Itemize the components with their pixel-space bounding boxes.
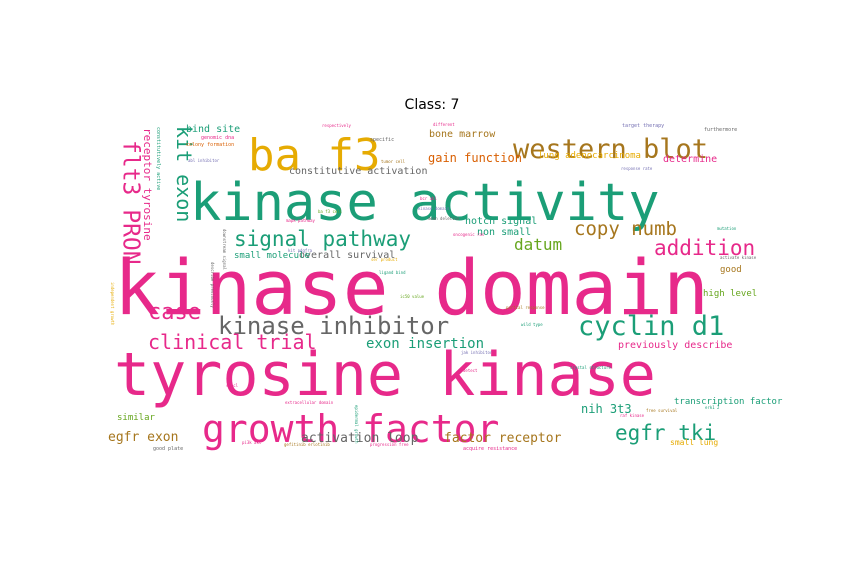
word-cloud: kinase domain tyrosine kinase kinase activ…: [108, 122, 783, 460]
word-factor-receptor: factor receptor: [444, 431, 562, 446]
word-crystal-structure: crystal structure: [570, 365, 612, 370]
word-copy-numb: copy numb: [574, 218, 677, 240]
word-detect: detect: [463, 368, 478, 373]
word-kinase-domain: kinase domain: [418, 206, 450, 211]
word-exon-insertion: exon insertion: [366, 336, 484, 352]
word-overall-survival: overall survival: [299, 250, 395, 261]
word-tyrosine-kinase: tyrosine kinase: [114, 340, 656, 410]
word-determine: determine: [663, 154, 717, 165]
word-previously-describe: previously describe: [618, 340, 732, 351]
word-ser-product: ser product: [371, 257, 398, 262]
word-cloud-canvas: kinase domain tyrosine kinase kinase activ…: [108, 122, 783, 452]
word-wild-type: wild type: [521, 322, 543, 327]
word-specific: specific: [370, 137, 394, 143]
word-bind-site: bind site: [186, 124, 240, 135]
word-kinase-activity: kinase activity: [190, 173, 660, 233]
word-kit-pdgfra: kit pdgfra: [288, 248, 313, 253]
word-ligand-bind: ligand bind: [379, 270, 406, 275]
word-datum: datum: [514, 235, 562, 254]
word-receptor-tyrosine: receptor tyrosine: [141, 128, 154, 241]
word-jak-inhibitor: jak inhibitor: [461, 350, 493, 355]
word-growth-factor: growth factor: [202, 407, 499, 451]
word-bcr-abl: bcr abl: [420, 196, 437, 201]
word-ic50-value: ic50 value: [400, 294, 425, 299]
word-independent-growth: independent growth: [110, 282, 115, 326]
word-good-plate: good plate: [153, 446, 183, 452]
word-mean-deletion: mean deletion: [428, 216, 460, 221]
word-small-lung: small lung: [670, 438, 718, 447]
word-abl-inhibitor: abl inhibitor: [188, 158, 220, 163]
word-addition: addition: [654, 236, 755, 260]
word-ba-f3-cell: ba f3 cell: [318, 209, 343, 214]
word-gefitinib-erlotinib: gefitinib erlotinib: [284, 442, 330, 447]
word-genomic-dna: genomic dna: [201, 135, 234, 141]
word-signal-pathway: signal pathway: [234, 227, 411, 251]
word-small-molecule: small molecule: [234, 251, 310, 261]
word-good: good: [720, 265, 742, 275]
word-erk1-2: erk1 2: [705, 405, 720, 410]
word-different: different: [433, 122, 455, 127]
word-ba-f3: ba f3: [248, 130, 380, 181]
word-pi3k-akt: pi3k akt: [242, 440, 262, 445]
word-extracellular-domain: extracellular domain: [285, 400, 334, 405]
word-kinase-inhibitor: kinase inhibitor: [218, 312, 449, 340]
word-clinical-trial: clinical trial: [148, 330, 317, 354]
word-cyclin-d1: cyclin d1: [578, 311, 724, 342]
word-activation-loop: activation loop: [301, 431, 419, 446]
word-notch-signal: notch signal: [465, 216, 537, 227]
word-colony-formation: colony formation: [186, 142, 234, 148]
word-oncogenic-ras: oncogenic ras: [453, 232, 485, 237]
word-response-rate: response rate: [621, 166, 653, 171]
word-tumor-cell: tumor cell: [381, 159, 406, 164]
word-describe-previously: describe previously: [210, 262, 215, 308]
word-egfr-exon: egfr exon: [108, 430, 178, 445]
word-kinase-domain: kinase domain: [114, 243, 709, 332]
chart-title: Class: 7: [404, 97, 460, 113]
word-epidermal-growth: epidermal growth: [354, 405, 359, 444]
word-nih-3t3: nih 3t3: [581, 402, 632, 416]
word-partial-response: partial response: [506, 305, 545, 310]
word-bone-marrow: bone marrow: [429, 129, 496, 140]
word-mapk-pathway: mapk pathway: [286, 218, 315, 223]
word-non-small: non small: [477, 227, 531, 238]
word-high-level: high level: [703, 289, 757, 299]
word-furthermore: furthermore: [704, 127, 737, 133]
word-target-therapy: target therapy: [622, 123, 664, 129]
word-raf-kinase: raf kinase: [620, 413, 645, 418]
word-constitutively-active: constitutively active: [155, 127, 161, 190]
word-gain-function: gain function: [428, 151, 522, 165]
word-case: case: [148, 300, 201, 325]
word-western-blot: western blot: [513, 134, 708, 165]
word-similar: similar: [117, 413, 156, 423]
word-flt3-pron: flt3 PRON: [117, 140, 143, 265]
word-progression-free: progression free: [370, 442, 409, 447]
word-constitutive-activation: constitutive activation: [289, 166, 427, 177]
word-activate-kinase: activate kinase: [720, 255, 757, 260]
word-lung-adenocarcinoma: lung adenocarcinoma: [538, 151, 641, 161]
word-respectively: respectively: [322, 123, 351, 128]
word-acquire-resistance: acquire resistance: [463, 446, 517, 452]
word-mutation: mutation: [717, 226, 737, 231]
word-sg-cl: sg cl: [226, 383, 239, 388]
word-free-survival: free survival: [646, 408, 678, 413]
word-kit-exon: kit exon: [172, 126, 196, 222]
word-transcription-factor: transcription factor: [674, 397, 783, 407]
word-downstream-signal: downstream signal: [222, 229, 227, 271]
word-egfr-tki: egfr tki: [615, 421, 716, 445]
